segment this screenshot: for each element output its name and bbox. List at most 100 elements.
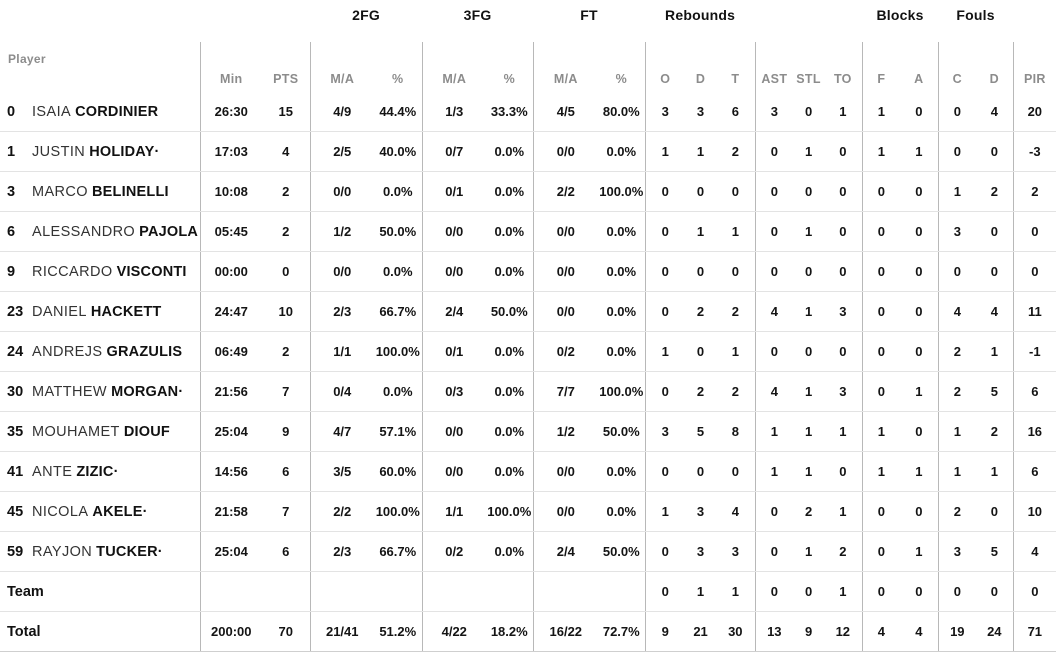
cell-ast: 4 xyxy=(754,371,794,412)
player-last-name: BELINELLI xyxy=(92,183,169,200)
cell-fc: 2 xyxy=(937,491,977,532)
cell-fg2-pct xyxy=(374,571,423,612)
cell-d: 2 xyxy=(685,371,717,412)
player-row: 59 RAYJON TUCKER· 25:04 6 2/3 66.7% 0/2 0.0% 2/4… xyxy=(0,531,1056,572)
cell-ba: 0 xyxy=(900,171,939,212)
player-first-name: NICOLA xyxy=(32,503,89,520)
player-name-cell[interactable]: 0 ISAIA CORDINIER xyxy=(0,92,200,132)
cell-o: 0 xyxy=(644,451,686,492)
cell-fd: 0 xyxy=(976,211,1014,252)
player-name-cell[interactable]: 1 JUSTIN HOLIDAY· xyxy=(0,131,200,172)
player-last-name: CORDINIER xyxy=(75,103,159,120)
player-name-cell[interactable]: 45 NICOLA AKELE· xyxy=(0,491,200,532)
cell-ba: 1 xyxy=(900,131,939,172)
cell-ba: 1 xyxy=(900,531,939,572)
cell-ba: 1 xyxy=(900,451,939,492)
cell-ast: 0 xyxy=(754,251,794,292)
cell-ft-pct: 0.0% xyxy=(598,131,646,172)
player-first-name: JUSTIN xyxy=(32,143,86,160)
group-label-2fg: 2FG xyxy=(352,7,380,23)
cell-fg2-ma: 3/5 xyxy=(309,451,374,492)
cell-t: 2 xyxy=(716,371,756,412)
cell-ft-ma: 7/7 xyxy=(532,371,599,412)
player-name-cell[interactable]: 59 RAYJON TUCKER· xyxy=(0,531,200,572)
cell-fg3-ma xyxy=(421,571,487,612)
cell-fc: 4 xyxy=(937,291,977,332)
cell-bf: 1 xyxy=(861,451,901,492)
cell-fg3-pct: 0.0% xyxy=(486,251,534,292)
cell-ast: 1 xyxy=(754,411,794,452)
player-last-name: DIOUF xyxy=(123,423,170,440)
cell-ft-pct: 0.0% xyxy=(598,291,646,332)
cell-fd: 4 xyxy=(976,291,1014,332)
cell-fg2-pct: 100.0% xyxy=(374,331,423,372)
cell-pir: 16 xyxy=(1012,411,1056,452)
player-name-cell[interactable]: 41 ANTE ZIZIC· xyxy=(0,451,200,492)
player-name-cell[interactable]: 9 RICCARDO VISCONTI xyxy=(0,251,200,292)
cell-fg3-ma: 0/2 xyxy=(421,531,487,572)
cell-fg3-pct: 0.0% xyxy=(486,411,534,452)
cell-min: 14:56 xyxy=(199,451,262,492)
cell-fc: 3 xyxy=(937,211,977,252)
cell-min: 26:30 xyxy=(199,92,262,132)
cell-d: 0 xyxy=(685,251,717,292)
cell-ft-ma: 0/0 xyxy=(532,451,599,492)
player-name-cell[interactable]: 23 DANIEL HACKETT xyxy=(0,291,200,332)
player-name-cell[interactable]: 24 ANDREJS GRAZULIS xyxy=(0,331,200,372)
summary-label-text: Team xyxy=(7,583,44,600)
player-first-name: ISAIA xyxy=(32,103,72,120)
cell-min: 21:56 xyxy=(199,371,262,412)
column-header-player: Player xyxy=(8,52,46,66)
column-header-pir: PIR xyxy=(1012,42,1056,92)
cell-fg2-pct: 0.0% xyxy=(374,251,423,292)
cell-fg2-ma: 2/3 xyxy=(309,291,374,332)
player-last-name: VISCONTI xyxy=(116,263,187,280)
player-name-cell[interactable]: 35 MOUHAMET DIOUF xyxy=(0,411,200,452)
cell-pir: 11 xyxy=(1012,291,1056,332)
cell-fg3-pct: 50.0% xyxy=(486,291,534,332)
cell-ba: 1 xyxy=(900,371,939,412)
cell-ft-ma: 1/2 xyxy=(532,411,599,452)
cell-pts: 7 xyxy=(262,371,310,412)
player-first-name: ANDREJS xyxy=(32,343,103,360)
cell-d: 1 xyxy=(685,211,717,252)
cell-pts: 2 xyxy=(262,211,310,252)
cell-fg2-ma: 21/41 xyxy=(309,611,374,652)
cell-ba: 4 xyxy=(900,611,939,652)
cell-o: 0 xyxy=(644,571,686,612)
cell-fd: 0 xyxy=(976,251,1014,292)
cell-pts: 2 xyxy=(262,171,310,212)
cell-min: 24:47 xyxy=(199,291,262,332)
cell-o: 0 xyxy=(644,211,686,252)
cell-pir: 71 xyxy=(1012,611,1056,652)
cell-fg3-ma: 0/1 xyxy=(421,331,487,372)
cell-o: 0 xyxy=(644,171,686,212)
cell-pir: -3 xyxy=(1012,131,1056,172)
cell-fc: 0 xyxy=(937,131,977,172)
group-label-3fg: 3FG xyxy=(463,7,492,23)
column-header-2fg-ma: M/A xyxy=(309,42,374,92)
column-header-ast: AST xyxy=(754,42,794,92)
cell-t: 3 xyxy=(716,531,756,572)
cell-t: 1 xyxy=(716,571,756,612)
cell-d: 0 xyxy=(685,331,717,372)
cell-to: 1 xyxy=(824,571,863,612)
player-name-cell[interactable]: 3 MARCO BELINELLI xyxy=(0,171,200,212)
column-header-blocks-against: A xyxy=(914,72,924,86)
cell-fg3-pct: 33.3% xyxy=(486,92,534,132)
cell-o: 1 xyxy=(644,491,686,532)
cell-stl: 1 xyxy=(793,131,825,172)
cell-to: 1 xyxy=(824,411,863,452)
player-first-name: MOUHAMET xyxy=(32,423,120,440)
column-header-off-reb: O xyxy=(644,42,686,92)
player-name-cell[interactable]: 6 ALESSANDRO PAJOLA xyxy=(0,211,200,252)
cell-fd: 5 xyxy=(976,371,1014,412)
jersey-number: 24 xyxy=(7,343,24,360)
cell-o: 1 xyxy=(644,331,686,372)
cell-fg3-ma: 0/1 xyxy=(421,171,487,212)
cell-stl: 0 xyxy=(793,92,825,132)
player-name-cell[interactable]: 30 MATTHEW MORGAN· xyxy=(0,371,200,412)
cell-pts: 9 xyxy=(262,411,310,452)
jersey-number: 3 xyxy=(7,183,16,200)
column-header-fouls-drawn: D xyxy=(989,72,999,86)
